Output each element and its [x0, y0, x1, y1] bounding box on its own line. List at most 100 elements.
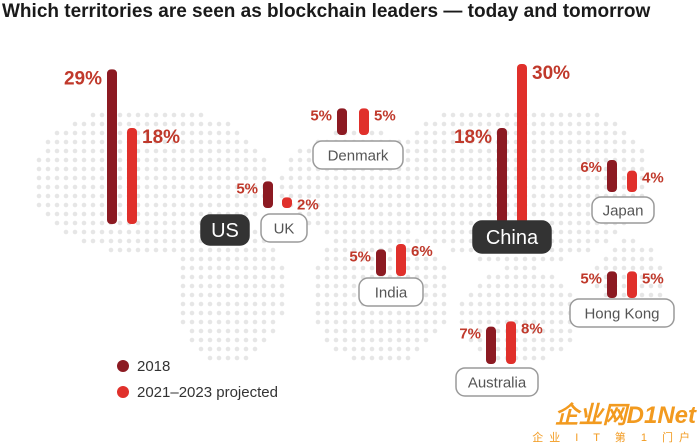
map-dot: [54, 166, 60, 172]
map-dot: [189, 175, 195, 181]
map-dot: [540, 256, 546, 262]
map-dot: [189, 220, 195, 226]
map-dot: [243, 274, 249, 280]
map-dot: [531, 166, 537, 172]
map-dot: [99, 112, 105, 118]
map-dot: [351, 130, 357, 136]
map-dot: [252, 193, 258, 199]
map-dot: [360, 310, 366, 316]
map-dot: [414, 220, 420, 226]
map-dot: [216, 256, 222, 262]
map-dot: [261, 157, 267, 163]
map-dot: [522, 337, 528, 343]
map-dot: [603, 256, 609, 262]
map-dot: [459, 202, 465, 208]
map-dot: [405, 256, 411, 262]
map-dot: [90, 202, 96, 208]
map-dot: [405, 265, 411, 271]
bar-projected: [517, 64, 527, 224]
map-dot: [423, 157, 429, 163]
map-dot: [144, 193, 150, 199]
map-dot: [108, 229, 114, 235]
map-dot: [99, 220, 105, 226]
map-dot: [369, 346, 375, 352]
map-dot: [387, 355, 393, 361]
map-dot: [648, 256, 654, 262]
map-dot: [450, 112, 456, 118]
map-dot: [540, 148, 546, 154]
map-dot: [252, 328, 258, 334]
map-dot: [540, 202, 546, 208]
map-dot: [81, 148, 87, 154]
map-dot: [225, 292, 231, 298]
map-dot: [576, 157, 582, 163]
map-dot: [162, 139, 168, 145]
map-dot: [414, 319, 420, 325]
map-dot: [207, 130, 213, 136]
map-dot: [180, 292, 186, 298]
map-dot: [207, 202, 213, 208]
map-dot: [315, 202, 321, 208]
map-dot: [207, 139, 213, 145]
map-dot: [540, 211, 546, 217]
map-dot: [189, 193, 195, 199]
map-dot: [333, 220, 339, 226]
map-dot: [531, 292, 537, 298]
map-dot: [324, 328, 330, 334]
map-dot: [369, 355, 375, 361]
map-dot: [423, 193, 429, 199]
map-dot: [198, 112, 204, 118]
map-dot: [612, 130, 618, 136]
map-dot: [540, 328, 546, 334]
map-dot: [351, 175, 357, 181]
map-dot: [594, 229, 600, 235]
map-dot: [414, 202, 420, 208]
map-dot: [189, 184, 195, 190]
map-dot: [171, 193, 177, 199]
map-dot: [513, 301, 519, 307]
map-dot: [207, 121, 213, 127]
bar-2018: [337, 108, 347, 135]
map-dot: [567, 238, 573, 244]
map-dot: [243, 346, 249, 352]
map-dot: [603, 139, 609, 145]
map-dot: [432, 193, 438, 199]
map-dot: [459, 301, 465, 307]
map-dot: [468, 319, 474, 325]
map-dot: [126, 112, 132, 118]
map-dot: [144, 175, 150, 181]
map-dot: [234, 175, 240, 181]
map-dot: [333, 292, 339, 298]
map-dot: [360, 238, 366, 244]
legend: 2018 2021–2023 projected: [117, 358, 278, 401]
map-dot: [414, 247, 420, 253]
map-dot: [630, 247, 636, 253]
map-dot: [198, 319, 204, 325]
map-dot: [360, 211, 366, 217]
map-dot: [450, 121, 456, 127]
territory-group: 5% 5% Denmark: [310, 107, 404, 170]
bar-projected: [396, 244, 406, 276]
map-dot: [414, 238, 420, 244]
map-dot: [432, 148, 438, 154]
map-dot: [486, 139, 492, 145]
map-dot: [558, 130, 564, 136]
map-dot: [153, 220, 159, 226]
map-dot: [540, 121, 546, 127]
map-dot: [468, 328, 474, 334]
map-dot: [297, 157, 303, 163]
map-dot: [585, 139, 591, 145]
map-dot: [99, 238, 105, 244]
map-dot: [243, 337, 249, 343]
map-dot: [243, 202, 249, 208]
map-dot: [477, 256, 483, 262]
map-dot: [342, 292, 348, 298]
map-dot: [306, 220, 312, 226]
map-dot: [432, 229, 438, 235]
map-dot: [180, 283, 186, 289]
map-dot: [342, 247, 348, 253]
map-dot: [153, 112, 159, 118]
map-dot: [585, 121, 591, 127]
map-dot: [522, 256, 528, 262]
map-dot: [252, 319, 258, 325]
